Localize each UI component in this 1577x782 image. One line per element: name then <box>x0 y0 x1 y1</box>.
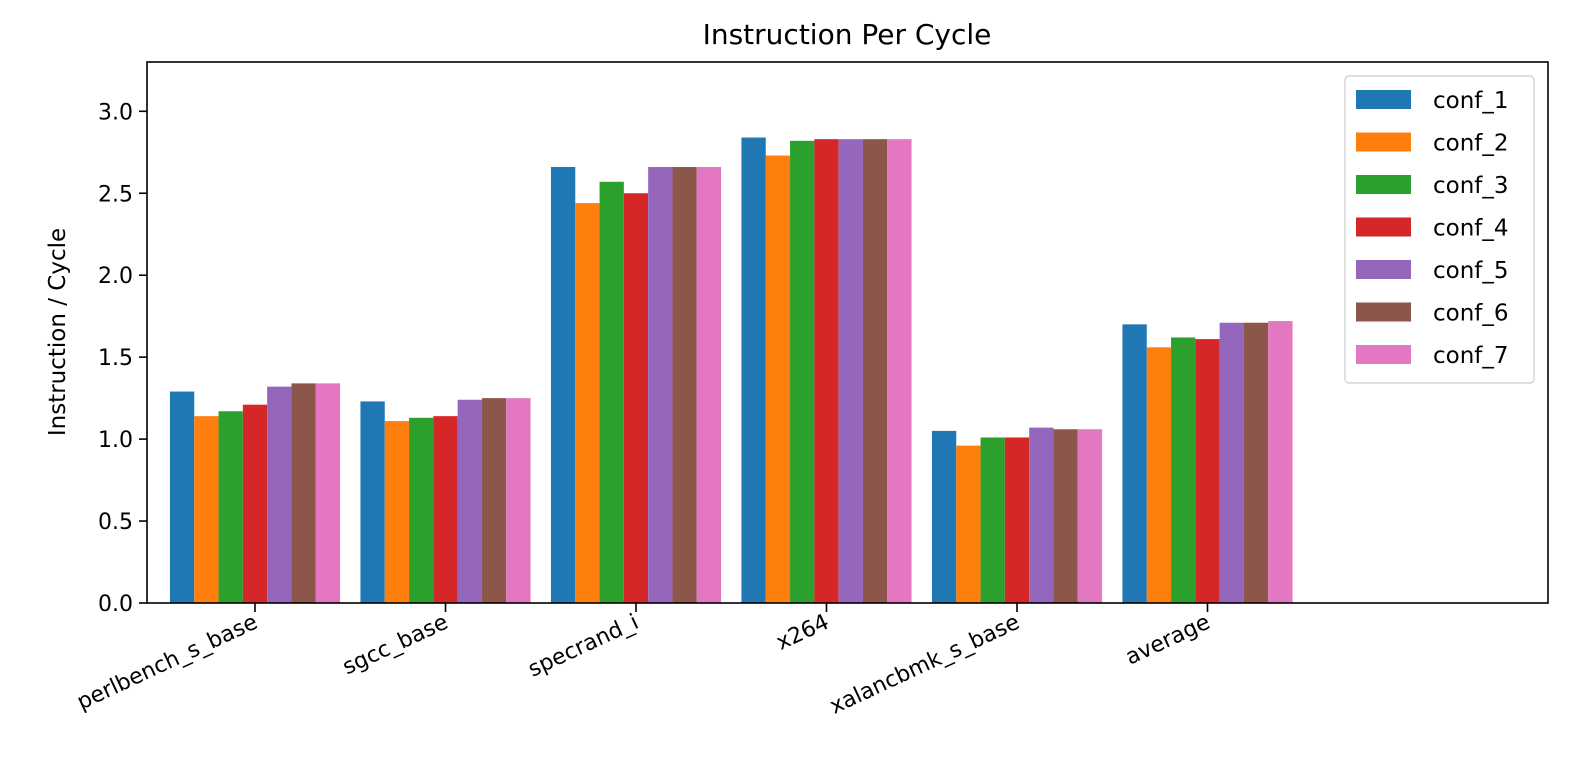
x-tick-label: xalancbmk_s_base <box>826 610 1023 720</box>
legend-swatch-conf_4 <box>1356 217 1411 237</box>
y-tick-label: 3.0 <box>98 100 133 125</box>
axes-group <box>146 61 1549 604</box>
bar-conf_3-specrand_i <box>599 181 624 603</box>
bar-conf_1-perlbench_s_base <box>169 391 195 603</box>
legend-swatch-conf_6 <box>1356 302 1411 322</box>
bar-conf_7-perlbench_s_base <box>315 383 341 603</box>
bar-conf_5-x264 <box>838 139 863 603</box>
legend-label-conf_2: conf_2 <box>1433 131 1509 157</box>
legend-swatch-conf_2 <box>1356 132 1411 152</box>
bar-conf_7-sgcc_base <box>506 398 531 604</box>
bar-conf_3-sgcc_base <box>409 417 434 603</box>
bar-conf_5-sgcc_base <box>457 399 482 603</box>
bars-group <box>169 137 1293 604</box>
legend-label-conf_5: conf_5 <box>1433 258 1509 284</box>
legend-label-conf_1: conf_1 <box>1433 88 1509 114</box>
bar-conf_2-x264 <box>765 155 791 604</box>
bar-conf_6-specrand_i <box>672 167 697 603</box>
bar-conf_5-specrand_i <box>648 167 673 603</box>
bar-conf_5-xalancbmk_s_base <box>1029 427 1054 603</box>
bar-conf_1-specrand_i <box>550 167 576 603</box>
bar-conf_3-xalancbmk_s_base <box>980 437 1005 603</box>
bar-conf_4-perlbench_s_base <box>242 404 268 603</box>
bar-conf_2-perlbench_s_base <box>194 416 219 603</box>
bar-conf_7-xalancbmk_s_base <box>1077 429 1103 603</box>
bar-conf_4-average <box>1195 339 1220 603</box>
y-tick-label: 0.5 <box>98 510 133 535</box>
bar-conf_2-average <box>1146 347 1172 603</box>
legend-label-conf_3: conf_3 <box>1433 173 1509 199</box>
y-tick-label: 2.5 <box>98 182 133 207</box>
bar-conf_3-perlbench_s_base <box>218 411 243 603</box>
x-tick-label: perlbench_s_base <box>73 610 261 716</box>
bar-conf_6-average <box>1243 322 1269 603</box>
bar-conf_6-perlbench_s_base <box>291 383 316 603</box>
x-tick-label: specrand_i <box>524 610 642 683</box>
bar-conf_4-x264 <box>814 139 839 603</box>
bar-conf_4-specrand_i <box>623 193 649 603</box>
x-tick-label: average <box>1122 610 1214 671</box>
x-tick-label: x264 <box>773 610 833 656</box>
legend-swatch-conf_1 <box>1356 90 1411 109</box>
chart-title: Instruction Per Cycle <box>703 18 992 51</box>
bar-conf_6-xalancbmk_s_base <box>1053 429 1078 603</box>
legend-label-conf_4: conf_4 <box>1433 216 1509 242</box>
bar-conf_1-xalancbmk_s_base <box>931 430 957 603</box>
y-tick-label: 0.0 <box>98 592 133 617</box>
bar-conf_1-sgcc_base <box>360 401 385 603</box>
bar-conf_5-average <box>1219 322 1244 603</box>
bar-conf_4-sgcc_base <box>433 416 458 603</box>
legend-label-conf_7: conf_7 <box>1433 343 1509 369</box>
legend-swatch-conf_5 <box>1356 260 1411 279</box>
bar-conf_1-x264 <box>741 137 766 603</box>
bar-conf_2-specrand_i <box>575 203 600 603</box>
y-ticks: 0.0 0.5 1.0 1.5 2.0 2.5 3.0 <box>98 100 147 617</box>
bar-conf_6-sgcc_base <box>481 398 507 604</box>
y-tick-label: 1.0 <box>98 428 133 453</box>
legend-swatch-conf_3 <box>1356 175 1411 194</box>
bar-conf_2-xalancbmk_s_base <box>956 445 981 603</box>
x-ticks: perlbench_s_base sgcc_base specrand_i x264x… <box>73 603 1214 720</box>
bar-conf_7-specrand_i <box>696 167 722 603</box>
bar-conf_7-average <box>1268 321 1293 603</box>
plot-frame <box>146 61 1549 604</box>
y-tick-label: 1.5 <box>98 346 133 371</box>
bar-conf_1-average <box>1122 324 1147 603</box>
legend: conf_1 conf_2 conf_3 conf_4 conf_5 conf_6conf… <box>1344 75 1535 384</box>
y-axis-label: Instruction / Cycle <box>45 228 71 436</box>
legend-swatch-conf_7 <box>1356 345 1411 364</box>
bar-conf_6-x264 <box>862 139 888 603</box>
legend-label-conf_6: conf_6 <box>1433 301 1509 327</box>
bar-conf_7-x264 <box>887 139 912 603</box>
bar-conf_3-average <box>1171 337 1196 603</box>
bar-conf_4-xalancbmk_s_base <box>1004 437 1030 603</box>
x-tick-label: sgcc_base <box>339 610 452 680</box>
bar-conf_5-perlbench_s_base <box>267 386 292 603</box>
bar-conf_3-x264 <box>790 140 815 604</box>
y-tick-label: 2.0 <box>98 264 133 289</box>
bar-conf_2-sgcc_base <box>384 421 410 603</box>
